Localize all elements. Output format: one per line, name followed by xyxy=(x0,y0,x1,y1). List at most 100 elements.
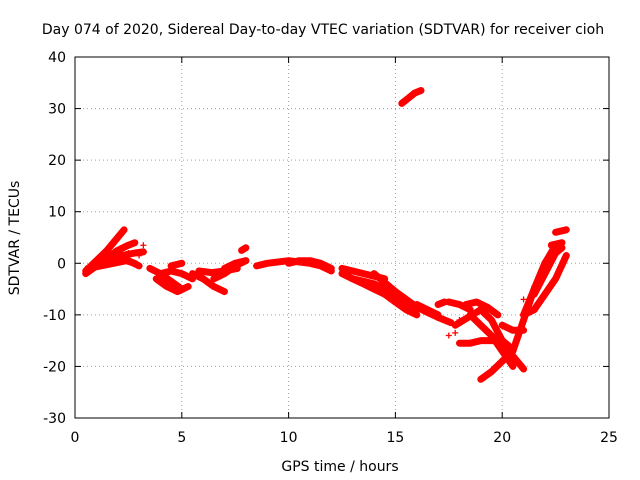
data-point xyxy=(360,270,367,277)
data-point xyxy=(189,270,196,277)
series-band xyxy=(398,87,425,107)
data-point xyxy=(484,304,491,311)
series-arc-8h-blip xyxy=(238,244,250,254)
data-point xyxy=(499,358,506,365)
data-point xyxy=(178,270,185,277)
series-arc-17-18h-b xyxy=(434,298,448,308)
y-tick-label: 20 xyxy=(48,153,66,169)
data-point xyxy=(477,322,484,329)
data-point xyxy=(349,268,356,275)
data-point xyxy=(317,260,324,267)
data-point xyxy=(488,317,495,324)
data-point xyxy=(125,257,132,264)
x-tick-label: 0 xyxy=(71,430,80,446)
data-point xyxy=(520,296,527,303)
data-point xyxy=(136,252,143,259)
data-point xyxy=(328,265,335,272)
data-point xyxy=(174,288,181,295)
data-point xyxy=(405,95,412,102)
chart-title: Day 074 of 2020, Sidereal Day-to-day VTE… xyxy=(42,22,604,38)
data-point xyxy=(499,347,506,354)
data-point xyxy=(185,283,192,290)
data-point xyxy=(531,283,538,290)
data-point xyxy=(477,337,484,344)
y-tick-label: 30 xyxy=(48,102,66,118)
scattered-points xyxy=(125,242,538,339)
data-point xyxy=(392,298,399,305)
series-arc-15-16h-high xyxy=(398,87,425,107)
data-point xyxy=(452,329,459,336)
y-tick-label: 0 xyxy=(57,256,66,272)
data-point xyxy=(121,226,128,233)
x-tick-label: 25 xyxy=(600,430,618,446)
data-point xyxy=(238,247,245,254)
series-band xyxy=(152,275,192,296)
data-point xyxy=(125,249,132,256)
x-tick-label: 15 xyxy=(386,430,404,446)
data-point xyxy=(168,278,175,285)
series-band xyxy=(530,244,566,298)
series-arc-early-mid xyxy=(92,248,147,267)
series-arc-22.5-23h-b xyxy=(547,239,566,249)
data-point xyxy=(413,301,420,308)
data-point xyxy=(371,270,378,277)
data-point xyxy=(371,280,378,287)
series-band xyxy=(477,347,517,383)
plot-frame xyxy=(74,56,610,419)
y-tick-label: -30 xyxy=(43,411,66,427)
data-point xyxy=(232,260,239,267)
data-point xyxy=(168,262,175,269)
data-point xyxy=(499,337,506,344)
data-point xyxy=(445,332,452,339)
axis-ticks: 0 5 10 15 20 25 -30 -20 -10 0 10 20 30 40 xyxy=(43,50,618,446)
data-point xyxy=(456,317,463,324)
data-point xyxy=(140,242,147,249)
data-series xyxy=(82,87,570,383)
data-point xyxy=(131,249,138,256)
data-point xyxy=(424,306,431,313)
y-tick-label: -20 xyxy=(43,359,66,375)
series-band xyxy=(462,298,502,319)
data-point xyxy=(349,275,356,282)
data-point xyxy=(118,252,125,259)
data-point xyxy=(520,311,527,318)
data-point xyxy=(253,262,260,269)
data-point xyxy=(559,239,566,246)
series-arc-19-21h-fall xyxy=(477,306,528,373)
x-tick-label: 5 xyxy=(177,430,186,446)
data-point xyxy=(418,87,425,94)
data-point xyxy=(221,265,228,272)
data-point xyxy=(242,244,249,251)
data-point xyxy=(208,269,215,276)
data-point xyxy=(398,100,405,107)
data-point xyxy=(210,283,217,290)
data-point xyxy=(106,256,113,263)
series-arc-4h-b xyxy=(152,275,192,296)
data-point xyxy=(467,311,474,318)
y-tick-label: 40 xyxy=(48,50,66,66)
series-band xyxy=(189,270,228,296)
data-point xyxy=(541,270,548,277)
data-point xyxy=(163,283,170,290)
data-point xyxy=(114,234,121,241)
data-point xyxy=(456,340,463,347)
data-point xyxy=(435,301,442,308)
data-point xyxy=(541,291,548,298)
data-point xyxy=(456,301,463,308)
data-point xyxy=(435,314,442,321)
data-point xyxy=(392,288,399,295)
data-point xyxy=(563,226,570,233)
data-point xyxy=(473,298,480,305)
series-arc-4h-c xyxy=(156,267,196,283)
x-tick-label: 20 xyxy=(493,430,511,446)
data-point xyxy=(84,265,91,272)
data-point xyxy=(531,306,538,313)
data-point xyxy=(93,260,100,267)
data-point xyxy=(509,347,516,354)
data-point xyxy=(552,249,559,256)
data-point xyxy=(477,376,484,383)
data-point xyxy=(82,270,89,277)
data-point xyxy=(221,288,228,295)
data-point xyxy=(140,248,147,255)
